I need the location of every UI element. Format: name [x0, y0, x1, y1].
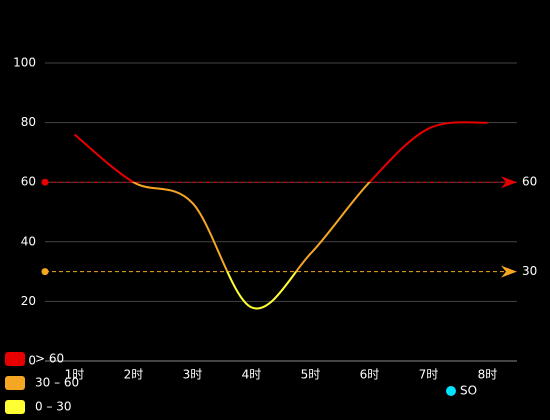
x-tick-label: 5时: [301, 368, 321, 382]
mark-line-label: 60: [522, 175, 537, 189]
x-tick-label: 7时: [419, 368, 439, 382]
series-line: [73, 121, 488, 310]
y-tick-label: 0: [28, 354, 36, 368]
mark-line-start: [41, 268, 49, 276]
legend-label: SO: [460, 384, 477, 398]
x-tick-label: 8时: [478, 368, 498, 382]
x-tick-label: 3时: [183, 368, 203, 382]
x-tick-label: 6时: [360, 368, 380, 382]
visual-map-label: 0 – 30: [35, 400, 72, 414]
visual-map-swatch: [5, 400, 25, 414]
y-tick-label: 40: [21, 234, 36, 248]
y-tick-label: 80: [21, 115, 36, 129]
visual-map-swatch: [5, 376, 25, 390]
mark-line-label: 30: [522, 264, 537, 278]
mark-line-arrow: [501, 265, 517, 278]
visual-map-swatch: [5, 352, 25, 366]
visual-map-label: > 60: [35, 352, 64, 366]
x-tick-label: 4时: [242, 368, 262, 382]
mark-line-arrow: [501, 176, 517, 189]
legend-marker: [446, 386, 456, 396]
y-tick-label: 100: [13, 56, 36, 70]
x-tick-label: 1时: [65, 368, 85, 382]
y-tick-label: 20: [21, 294, 36, 308]
mark-line-start: [41, 178, 49, 186]
y-tick-label: 60: [21, 175, 36, 189]
visual-map-label: 30 – 60: [35, 376, 79, 390]
x-tick-label: 2时: [124, 368, 144, 382]
